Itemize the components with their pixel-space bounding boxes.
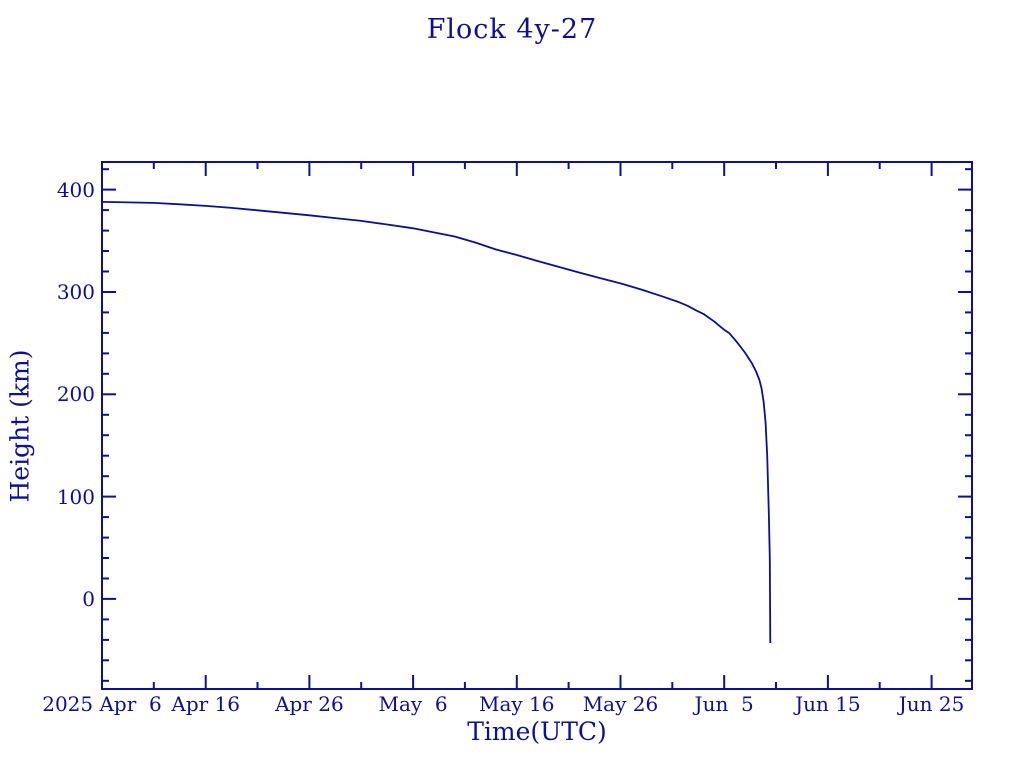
y-tick-label: 300 xyxy=(56,279,95,304)
y-tick-label: 400 xyxy=(56,177,95,202)
height-curve xyxy=(101,201,772,644)
y-tick-label: 200 xyxy=(56,382,95,407)
x-tick-label: Jun 25 xyxy=(898,692,965,716)
x-tick-label: Apr 26 xyxy=(275,692,344,716)
x-tick-label: May 6 xyxy=(378,692,448,716)
x-tick-label: Apr 16 xyxy=(171,692,240,716)
y-tick-label: 100 xyxy=(56,484,95,509)
x-tick-label: Jun 15 xyxy=(795,692,861,716)
x-tick-label: May 26 xyxy=(582,692,659,716)
x-tick-label: 2025 Apr 6 xyxy=(42,692,162,716)
chart-title: Flock 4y-27 xyxy=(426,14,598,45)
y-tick-label: 0 xyxy=(82,586,95,611)
x-tick-label: May 16 xyxy=(479,692,555,716)
x-tick-label: Jun 5 xyxy=(694,692,754,716)
x-axis-label: Time(UTC) xyxy=(467,717,607,746)
plot-frame xyxy=(101,161,973,690)
